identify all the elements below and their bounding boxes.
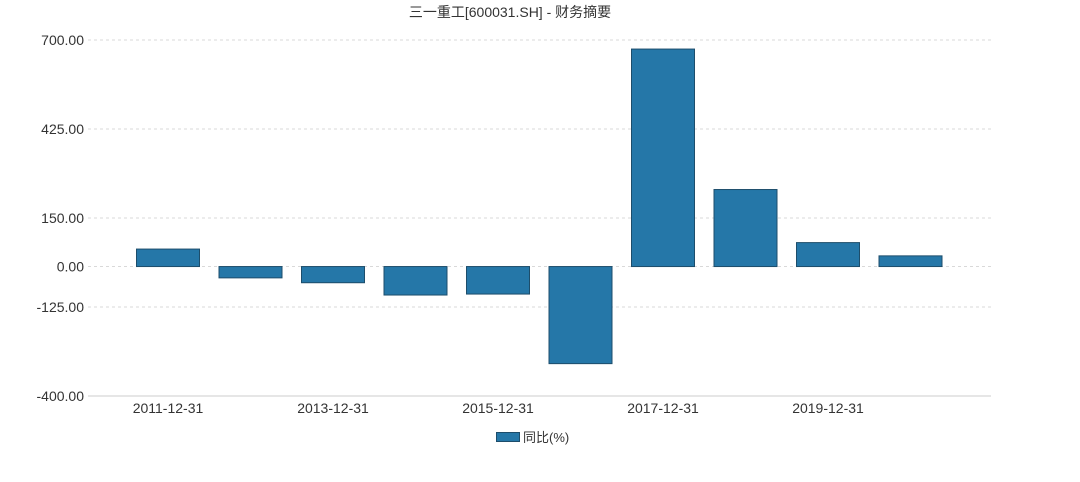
bar-2019-12-31[interactable] [796,242,860,268]
y-tick-label: -400.00 [37,388,85,404]
bar-2020-12-31[interactable] [878,255,943,268]
bar-2015-12-31[interactable] [466,266,530,295]
axes: 700.00 425.00 150.00 0.00 -125.00 -400.00 2011… [37,32,991,416]
legend-label: 同比(%) [523,430,570,445]
legend-swatch [496,431,520,442]
chart-title: 三一重工[600031.SH] - 财务摘要 [408,4,612,20]
legend[interactable]: 同比(%) [496,427,569,446]
bar-2018-12-31[interactable] [713,189,778,268]
bar-2011-12-31[interactable] [136,248,200,268]
bar-2017-12-31[interactable] [631,48,695,268]
x-tick-label: 2015-12-31 [462,400,534,416]
bar-2014-12-31[interactable] [383,266,448,296]
bar-2013-12-31[interactable] [301,266,365,284]
y-tick-label: 0.00 [57,259,84,275]
y-tick-label: -125.00 [37,299,85,315]
x-tick-label: 2013-12-31 [297,400,369,416]
y-tick-label: 425.00 [41,121,84,137]
x-tick-label: 2017-12-31 [627,400,699,416]
y-tick-label: 700.00 [41,32,84,48]
y-tick-label: 150.00 [41,210,84,226]
bars [136,48,943,365]
bar-2016-12-31[interactable] [548,266,613,365]
x-tick-label: 2019-12-31 [792,400,864,416]
x-tick-label: 2011-12-31 [133,400,204,416]
bar-2012-12-31[interactable] [218,266,283,279]
